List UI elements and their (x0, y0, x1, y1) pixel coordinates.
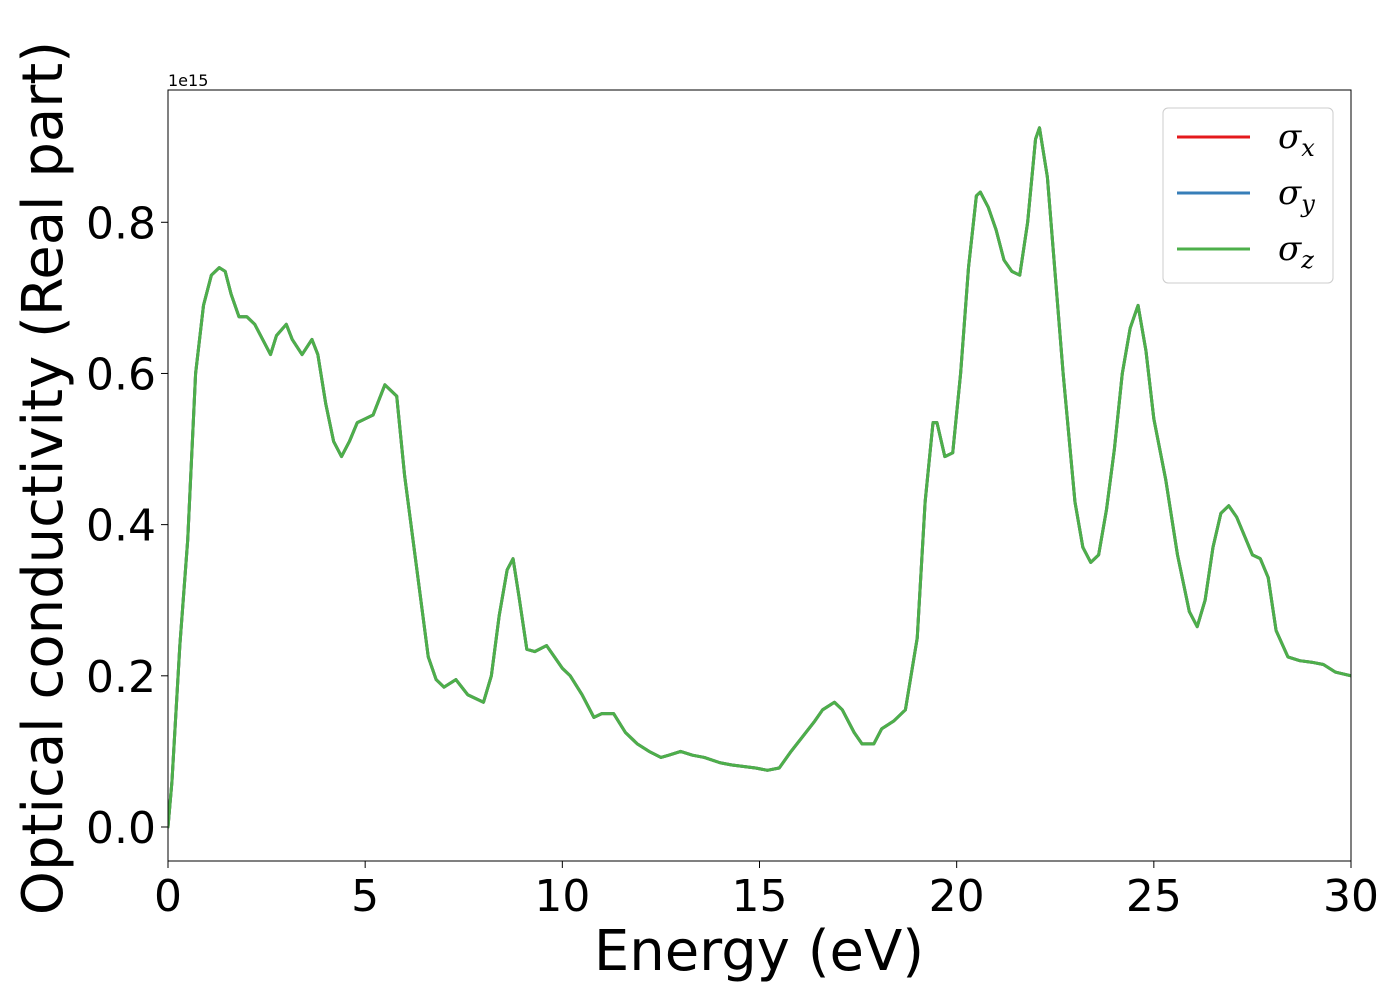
x-tick-label: 5 (351, 871, 379, 922)
x-tick-label: 30 (1323, 871, 1379, 922)
x-tick-label: 0 (154, 871, 182, 922)
y-tick-label: 0.8 (86, 198, 156, 249)
x-tick-label: 20 (929, 871, 985, 922)
x-axis-ticks: 0 5 10 15 20 25 30 (154, 861, 1379, 922)
series-layer (168, 126, 1351, 829)
legend-label-x: σx (1278, 117, 1315, 162)
y-offset-text: 1e15 (168, 71, 208, 90)
y-tick-label: 0.6 (86, 349, 156, 400)
y-tick-label: 0.0 (86, 803, 156, 854)
y-tick-label: 0.4 (86, 501, 156, 552)
legend-label-y: σy (1278, 173, 1315, 218)
legend-label-z: σz (1278, 229, 1314, 274)
x-tick-label: 10 (534, 871, 590, 922)
series-line-z (168, 126, 1351, 829)
y-axis-ticks: 0.0 0.2 0.4 0.6 0.8 (86, 198, 168, 854)
x-tick-label: 15 (732, 871, 788, 922)
x-axis-label: Energy (eV) (594, 919, 924, 984)
legend: σx σy σz (1162, 107, 1334, 284)
legend-box (1162, 107, 1334, 284)
y-tick-label: 0.2 (86, 652, 156, 703)
y-axis-label: Optical conductivity (Real part) (11, 41, 76, 915)
x-tick-label: 25 (1126, 871, 1182, 922)
